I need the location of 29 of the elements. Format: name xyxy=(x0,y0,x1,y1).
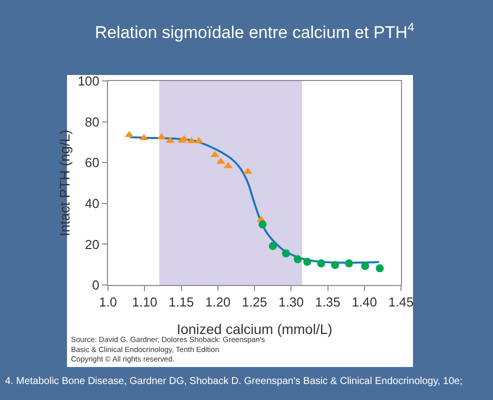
point xyxy=(376,264,384,272)
y-tick-label: 60 xyxy=(84,155,100,170)
x-tick-label: 1.15 xyxy=(168,294,194,310)
x-tick-label: 1.0 xyxy=(98,294,118,310)
point xyxy=(268,242,277,250)
y-tick-label: 40 xyxy=(84,196,100,211)
x-axis-title: Ionized calcium (mmol/L) xyxy=(176,320,332,337)
point xyxy=(258,220,267,228)
text: 4. Metabolic Bone Disease, Gardner DG, Shoback D. Greenspan's Basic & Clinical Endocrinology, 10e; xyxy=(5,376,463,387)
y-tick-label: 0 xyxy=(92,278,100,293)
x-tick-label: 1.25 xyxy=(242,294,268,310)
x-tick-label: 1.40 xyxy=(352,294,378,310)
point xyxy=(303,258,312,266)
chart-title: Relation sigmoïdale entre calcium et PTH$^{4}$ xyxy=(94,20,415,42)
point xyxy=(331,261,340,270)
point xyxy=(294,255,302,264)
x-tick-label: 1.20 xyxy=(205,294,231,310)
y-tick-label: 20 xyxy=(84,236,100,252)
y-tick-label: 80 xyxy=(84,114,100,130)
point xyxy=(317,259,326,268)
y-tick-label: 100 xyxy=(78,74,100,89)
x-tick-label: 1.30 xyxy=(278,294,304,310)
x-tick-label: 1.10 xyxy=(132,294,158,310)
x-tick-label: 1.35 xyxy=(315,294,340,310)
y-axis-title: Intact PTH (ng/L) xyxy=(56,130,72,236)
point xyxy=(282,249,290,258)
x-tick-label: 1.45 xyxy=(388,294,414,310)
point xyxy=(361,262,370,270)
point xyxy=(344,259,353,268)
